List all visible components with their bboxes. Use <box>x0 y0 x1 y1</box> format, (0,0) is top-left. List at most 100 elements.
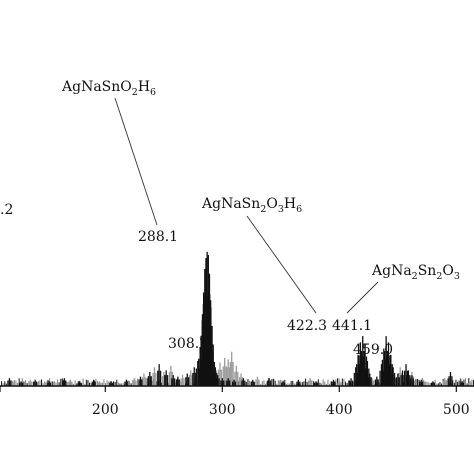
noise-bar <box>161 382 163 386</box>
noise-bar <box>37 381 39 386</box>
spectrum-bar-black <box>398 377 400 386</box>
noise-bar <box>108 381 110 386</box>
noise-bar <box>289 383 291 386</box>
noise-bar <box>17 382 19 386</box>
spectrum-bar-black <box>207 307 209 386</box>
spectrum-bar-grey <box>444 378 446 386</box>
noise-bar <box>437 383 439 386</box>
spectrum-bar-black <box>214 367 216 386</box>
spectrum-bar-black <box>217 375 219 386</box>
x-tick-label: 200 <box>92 402 119 418</box>
noise-bar <box>93 380 95 386</box>
spectrum-bar-black <box>384 351 386 386</box>
noise-bar <box>300 383 302 386</box>
spectrum-bar-black <box>461 381 463 386</box>
spectrum-bar-grey <box>468 382 470 386</box>
noise-bar <box>345 381 347 386</box>
spectrum-bar-black <box>406 375 408 386</box>
noise-bar <box>418 379 420 386</box>
noise-bar <box>417 378 419 386</box>
noise-bar <box>265 383 267 386</box>
spectrum-bar-black <box>164 375 166 386</box>
spectrum-bar-black <box>362 336 364 386</box>
noise-bar <box>453 382 455 386</box>
noise-bar <box>373 383 375 386</box>
noise-bar <box>317 379 319 386</box>
noise-bar <box>137 378 139 386</box>
spectrum-bar-grey <box>71 381 73 386</box>
spectrum-bar-black <box>109 382 111 386</box>
noise-bar <box>1 381 3 386</box>
x-axis-ticks: 200 300 400 500 <box>0 386 470 418</box>
noise-bar <box>119 383 121 386</box>
noise-bar <box>95 378 97 386</box>
spectrum-bar-grey <box>255 379 257 386</box>
noise-bar <box>44 381 46 386</box>
spectrum-bar-grey <box>97 382 99 386</box>
spectrum-bar-grey <box>227 359 229 386</box>
spectrum-bar-black <box>20 381 22 386</box>
noise-bar <box>471 379 473 386</box>
spectrum-bar-black <box>94 381 96 386</box>
spectrum-bar-grey <box>132 380 134 386</box>
spectrum-bar-black <box>331 381 333 386</box>
spectrum-bar-black <box>139 376 142 386</box>
spectrum-bar-black <box>383 348 385 386</box>
spectrum-bar-black <box>374 379 377 386</box>
spectrum-bar-black <box>296 381 298 386</box>
noise-bar <box>55 382 57 386</box>
spectrum-bar-black <box>242 378 245 386</box>
noise-bar <box>18 378 20 386</box>
spectrum-bar-black <box>212 351 214 386</box>
spectrum-bar-black <box>49 382 52 386</box>
spectrum-bar-black <box>356 364 358 386</box>
spectrum-bar-black <box>297 379 300 386</box>
spectrum-bar-black <box>193 367 195 386</box>
spectrum-bar-black <box>253 381 255 386</box>
noise-bar <box>324 381 326 386</box>
noise-bar <box>260 383 262 386</box>
spectrum-bar-black <box>221 378 223 386</box>
noise-bar <box>60 378 62 386</box>
noise-bar <box>353 381 355 386</box>
spectrum-bar-grey <box>445 380 447 386</box>
spectrum-bar-grey <box>280 379 282 386</box>
spectrum-bar-black <box>220 380 222 386</box>
spectrum-bar-grey <box>256 376 259 386</box>
spectrum-bar-black <box>91 381 93 386</box>
noise-bar <box>468 378 470 386</box>
spectrum-bar-black <box>149 371 151 386</box>
spectrum-bar-grey <box>309 378 311 386</box>
spectrum-bar-grey <box>222 366 224 386</box>
spectrum-bar-grey <box>234 371 236 386</box>
spectrum-bar-black <box>315 381 317 386</box>
spectrum-bar-black <box>269 380 272 386</box>
formula-agnasno2h6: AgNaSnO2H6 <box>61 79 156 98</box>
noise-bar <box>273 378 275 386</box>
spectrum-bar-black <box>366 361 369 386</box>
noise-bar <box>85 379 87 386</box>
spectrum-bar-black <box>177 376 179 386</box>
spectrum-bar-black <box>62 380 64 386</box>
noise-bar <box>53 381 55 386</box>
spectrum-bar-grey <box>68 381 70 386</box>
spectrum-bar-grey <box>141 377 144 386</box>
spectrum-bar-black <box>369 373 371 386</box>
spectrum-bar-black <box>159 370 162 386</box>
leader-line-agnasno2h6 <box>114 97 158 226</box>
noise-bar <box>306 381 308 386</box>
spectrum-bar-grey <box>235 365 238 386</box>
spectrum-bar-grey <box>424 381 426 386</box>
spectrum-bar-grey <box>258 379 260 386</box>
spectrum-bar-black <box>93 379 95 386</box>
spectrum-bar-black <box>215 378 217 386</box>
spectrum-bar-black <box>283 382 286 386</box>
spectrum-bar-black <box>409 375 411 386</box>
noise-bar <box>66 382 68 386</box>
spectrum-bar-black <box>173 378 176 386</box>
noise-bar <box>450 383 452 386</box>
spectrum-bar-grey <box>46 381 48 386</box>
noise-bar <box>13 379 15 386</box>
spectrum-bar-grey <box>372 380 375 386</box>
noise-bar <box>290 381 292 386</box>
